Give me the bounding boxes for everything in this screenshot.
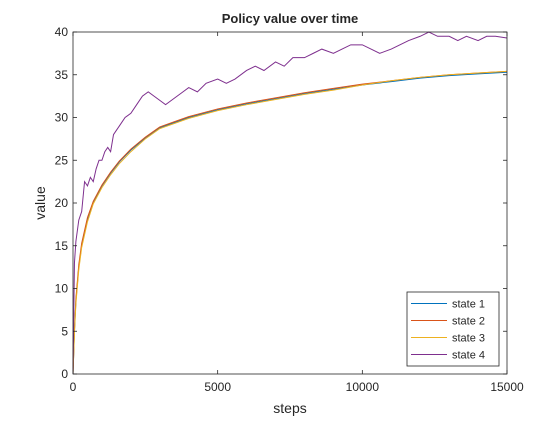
y-tick-label: 15 [55,239,69,253]
series-line-3 [72,70,508,375]
y-axis-label: value [32,186,48,220]
legend: state 1 state 2 state 3 state 4 [406,291,500,367]
x-tick-label: 10000 [346,380,380,394]
x-tick-label: 15000 [490,380,524,394]
x-axis-label: steps [273,400,306,416]
y-axis-ticks: 0 5 10 15 20 25 30 35 40 [55,25,507,381]
y-tick-label: 35 [55,68,69,82]
y-tick-label: 30 [55,111,69,125]
y-tick-label: 25 [55,153,69,167]
legend-label: state 2 [452,316,485,328]
x-tick-label: 5000 [204,380,231,394]
plot-lines [72,31,508,375]
legend-label: state 1 [452,299,485,311]
legend-label: state 4 [452,350,485,362]
y-tick-label: 0 [61,367,68,381]
chart-title: Policy value over time [222,11,359,26]
legend-label: state 3 [452,333,485,345]
y-tick-label: 40 [55,25,69,39]
legend-box [406,291,500,367]
y-tick-label: 10 [55,282,69,296]
x-axis-ticks: 0 5000 10000 15000 [70,32,524,394]
series-line-4 [72,31,508,375]
y-tick-label: 5 [61,324,68,338]
y-tick-label: 20 [55,196,69,210]
x-tick-label: 0 [70,380,77,394]
